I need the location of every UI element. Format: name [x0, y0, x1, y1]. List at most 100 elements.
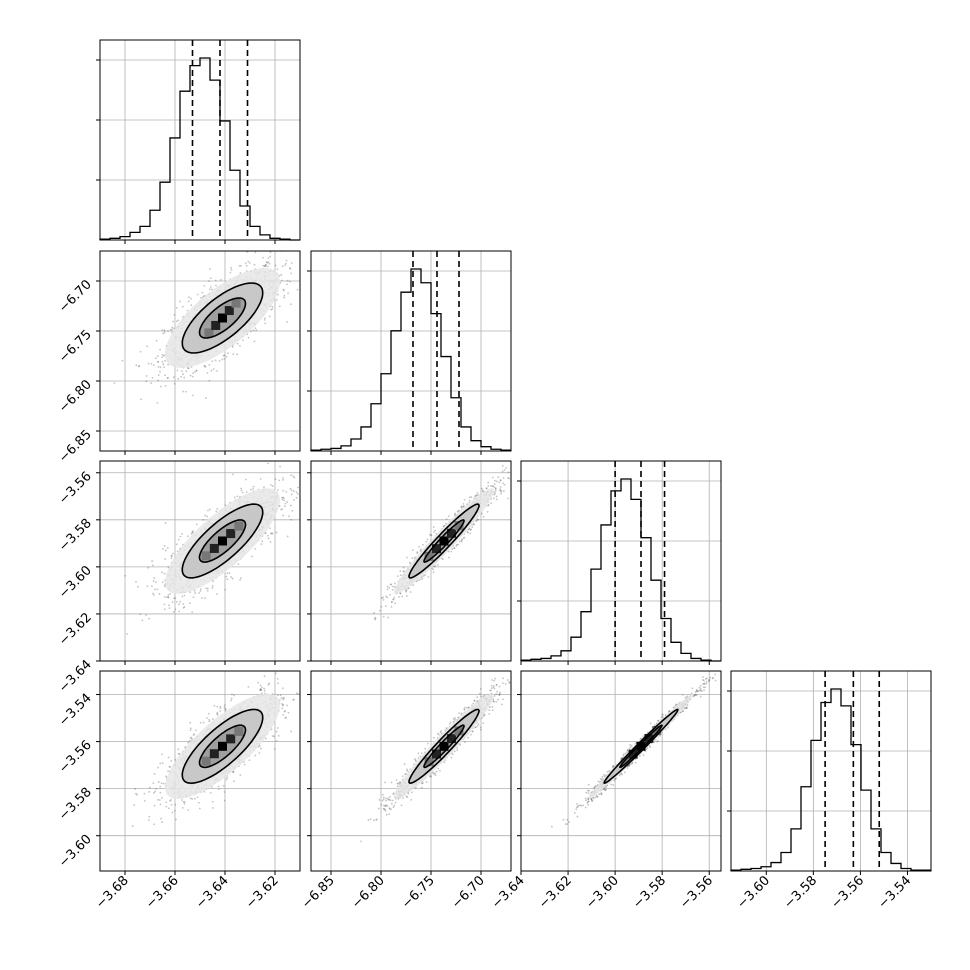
sample-point [284, 264, 286, 267]
sample-point [210, 369, 213, 372]
sample-point [260, 689, 263, 691]
sample-point [226, 776, 228, 779]
sample-point [493, 479, 496, 482]
sample-point [245, 264, 248, 267]
sample-point [180, 375, 182, 378]
sample-point [189, 721, 192, 724]
sample-point [379, 609, 381, 612]
sample-point [296, 493, 299, 495]
sample-point [405, 589, 408, 592]
sample-point [280, 245, 282, 247]
sample-point [157, 798, 159, 801]
sample-point [152, 580, 155, 582]
sample-point [232, 353, 235, 356]
sample-point [147, 566, 150, 569]
sample-point [155, 339, 158, 342]
sample-point [282, 477, 284, 479]
sample-point [191, 531, 194, 534]
sample-point [269, 532, 272, 535]
sample-point [167, 363, 170, 366]
panel-frame [520, 460, 722, 662]
sample-point [248, 261, 251, 264]
sample-point [271, 308, 274, 310]
sample-point [181, 595, 184, 598]
sample-point [163, 366, 165, 368]
sample-point [387, 616, 389, 619]
sample-point [457, 543, 460, 546]
sample-point [223, 354, 226, 357]
sample-point [163, 329, 166, 332]
sample-point [284, 502, 287, 505]
sample-point [290, 493, 293, 496]
sample-point [289, 504, 292, 507]
sample-point [167, 566, 170, 569]
sample-point [139, 350, 142, 353]
sample-point [431, 567, 434, 570]
sample-point [157, 355, 159, 357]
sample-point [412, 584, 415, 587]
sample-point [302, 489, 304, 491]
sample-point [409, 591, 412, 593]
sample-point [278, 305, 281, 308]
sample-point [469, 532, 472, 535]
sample-point [124, 574, 127, 577]
sample-point [394, 582, 396, 585]
sample-point [223, 357, 226, 360]
sample-point [508, 477, 510, 480]
contour-outer [181, 503, 264, 579]
sample-point [501, 470, 504, 473]
sample-point [165, 596, 168, 599]
sample-point [426, 538, 429, 541]
sample-point [159, 791, 162, 794]
sample-point [237, 563, 240, 566]
sample-point [159, 348, 161, 351]
sample-point [263, 265, 266, 268]
sample-point [145, 614, 148, 616]
sample-point [161, 329, 164, 332]
sample-point [453, 547, 455, 550]
sample-point [233, 496, 236, 499]
sample-point [432, 571, 435, 574]
sample-point [490, 502, 493, 505]
sample-point [451, 548, 454, 550]
sample-point [251, 555, 253, 558]
density-core [231, 298, 241, 308]
sample-point [162, 332, 165, 335]
sample-point [281, 265, 284, 268]
sample-point [173, 597, 175, 600]
sample-point [402, 570, 405, 573]
sample-point [293, 499, 295, 501]
sample-point [253, 340, 256, 343]
sample-point [260, 543, 263, 545]
sample-point [198, 807, 201, 810]
sample-point [243, 763, 246, 766]
sample-point [470, 496, 473, 498]
sample-point [161, 753, 163, 756]
sample-point [324, 667, 326, 669]
sample-point [286, 279, 289, 282]
sample-point [502, 490, 505, 493]
sample-point [430, 534, 433, 537]
sample-point [384, 605, 387, 607]
sample-point [401, 595, 404, 598]
sample-point [274, 672, 277, 675]
sample-point [432, 568, 435, 571]
sample-point [267, 537, 270, 540]
density-core [432, 544, 442, 554]
sample-point [161, 571, 163, 574]
sample-point [284, 717, 287, 719]
sample-point [277, 293, 279, 296]
sample-point [282, 514, 285, 517]
sample-point [228, 572, 231, 574]
sample-point [187, 300, 190, 303]
sample-point [216, 370, 218, 372]
sample-point [481, 489, 484, 492]
sample-point [218, 788, 220, 791]
sample-point [460, 540, 463, 543]
sample-point [474, 494, 477, 497]
sample-point [247, 260, 250, 263]
sample-point [209, 791, 212, 794]
sample-point [282, 489, 285, 492]
sample-point [160, 385, 162, 388]
sample-point [190, 297, 193, 300]
